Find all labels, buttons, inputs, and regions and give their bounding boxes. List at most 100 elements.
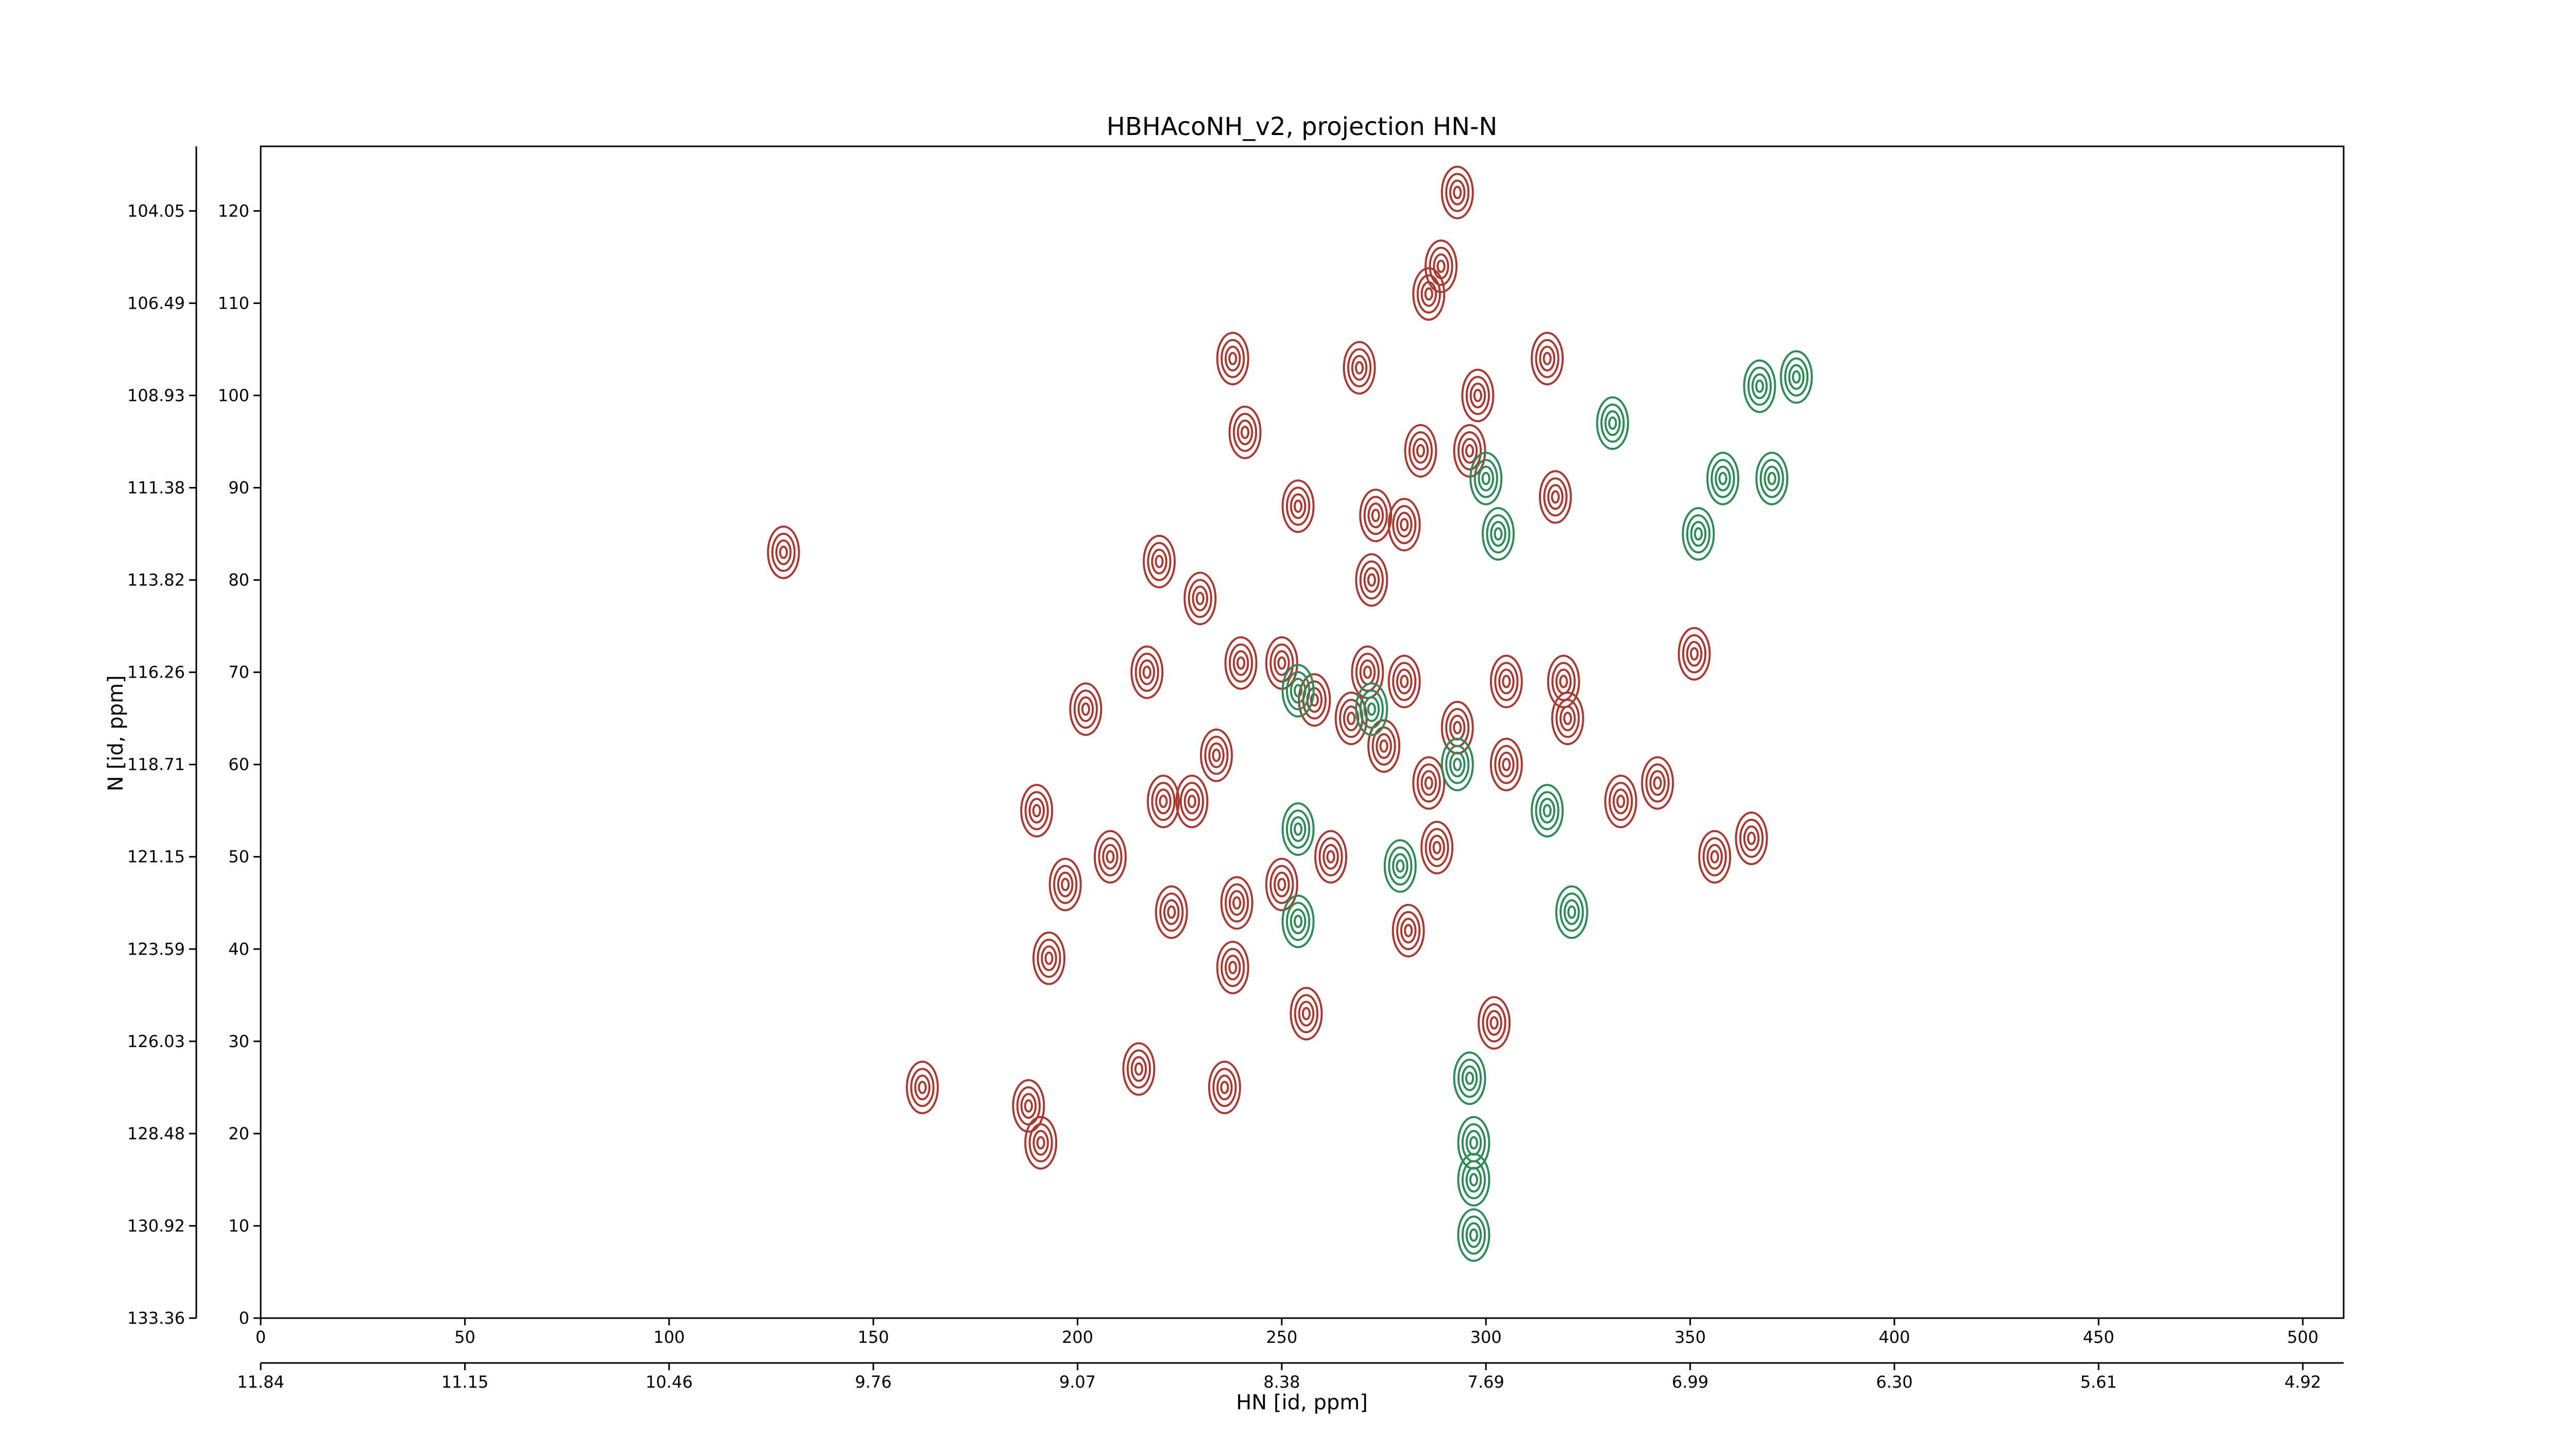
y-tick-label: 40 bbox=[228, 939, 249, 959]
contour-ring bbox=[1481, 471, 1490, 485]
contour-ring bbox=[1563, 712, 1572, 726]
contour-ring bbox=[1453, 721, 1462, 735]
contour-ring bbox=[1371, 509, 1380, 523]
peak bbox=[1780, 350, 1813, 404]
contour-ring bbox=[1142, 665, 1151, 679]
contour-ring bbox=[1367, 719, 1401, 773]
contour-ring bbox=[1453, 1051, 1486, 1105]
contour-ring bbox=[1482, 1003, 1506, 1043]
contour-ring bbox=[1363, 567, 1380, 593]
contour-ring bbox=[1502, 675, 1511, 688]
peak bbox=[1698, 830, 1732, 884]
peak bbox=[1478, 996, 1511, 1050]
y-tick-label: 50 bbox=[228, 847, 249, 867]
contour-ring bbox=[1298, 1001, 1315, 1027]
contour-ring bbox=[1412, 756, 1446, 810]
contour-ring bbox=[1408, 431, 1433, 470]
contour-ring bbox=[1208, 742, 1225, 768]
contour-ring bbox=[1429, 834, 1445, 861]
peak bbox=[1155, 885, 1188, 939]
contour-ring bbox=[1494, 662, 1519, 701]
peak bbox=[1146, 774, 1180, 829]
contour-ring bbox=[1764, 465, 1780, 492]
contour-ring bbox=[1285, 486, 1311, 526]
contour-ring bbox=[1363, 665, 1372, 679]
y-tick-label: 20 bbox=[228, 1124, 249, 1143]
peak bbox=[1367, 719, 1401, 773]
contour-ring bbox=[1367, 502, 1384, 529]
peak bbox=[1392, 903, 1425, 957]
y-axis-label: N [id, ppm] bbox=[104, 675, 128, 791]
contour-ring bbox=[1461, 1160, 1486, 1200]
contour-ring bbox=[1077, 696, 1094, 722]
y-tick-label: 100 bbox=[218, 385, 249, 405]
contour-ring bbox=[1216, 940, 1249, 995]
contour-ring bbox=[1274, 871, 1290, 898]
peak bbox=[1706, 451, 1740, 506]
contour-ring bbox=[1216, 1074, 1233, 1101]
contour-ring bbox=[1412, 267, 1446, 321]
contour-ring bbox=[1404, 923, 1413, 937]
contour-ring bbox=[1461, 1215, 1486, 1255]
contour-ring bbox=[1445, 745, 1470, 784]
contour-ring bbox=[1400, 518, 1409, 532]
contour-ring bbox=[1098, 837, 1123, 877]
contour-ring bbox=[1155, 554, 1164, 568]
contour-ring bbox=[1392, 903, 1425, 957]
contour-ring bbox=[1469, 1228, 1479, 1242]
x-axis-label: HN [id, ppm] bbox=[1236, 1391, 1368, 1414]
contour-ring bbox=[1228, 890, 1245, 916]
peak bbox=[1440, 737, 1474, 791]
contour-ring bbox=[1032, 804, 1041, 818]
contour-ring bbox=[1494, 527, 1503, 541]
contour-ring bbox=[1465, 1130, 1482, 1156]
contour-ring bbox=[914, 1074, 931, 1101]
peak bbox=[1012, 1079, 1045, 1133]
contour-ring bbox=[1371, 726, 1396, 766]
peak bbox=[1555, 885, 1588, 939]
contour-ring bbox=[1788, 364, 1805, 390]
x-tick-label: 400 bbox=[1878, 1327, 1910, 1347]
contour-ring bbox=[1200, 728, 1233, 782]
contour-ring bbox=[1387, 654, 1421, 709]
peak bbox=[1314, 830, 1347, 884]
contour-ring bbox=[1367, 702, 1376, 716]
contour-ring bbox=[1489, 737, 1523, 791]
contour-ring bbox=[1473, 389, 1482, 402]
contour-ring bbox=[1208, 1060, 1241, 1115]
contour-ring bbox=[1677, 627, 1711, 681]
contour-ring bbox=[1457, 1153, 1490, 1207]
x2-tick-label: 8.38 bbox=[1263, 1372, 1300, 1392]
contour-ring bbox=[1432, 840, 1442, 854]
peak bbox=[1547, 654, 1580, 709]
contour-ring bbox=[1489, 654, 1523, 709]
contour-ring bbox=[1735, 811, 1768, 865]
contour-ring bbox=[1281, 895, 1315, 949]
contour-ring bbox=[1122, 1042, 1156, 1096]
contour-ring bbox=[1355, 553, 1388, 607]
contour-ring bbox=[1355, 682, 1388, 736]
contour-ring bbox=[1192, 585, 1209, 612]
peak bbox=[1531, 784, 1564, 838]
contour-ring bbox=[1130, 645, 1164, 699]
contour-ring bbox=[1551, 490, 1560, 504]
peak bbox=[1334, 692, 1368, 746]
contour-ring bbox=[1489, 1016, 1499, 1030]
contour-ring bbox=[1682, 634, 1707, 673]
contour-ring bbox=[1290, 908, 1307, 935]
contour-ring bbox=[1702, 837, 1727, 877]
contour-ring bbox=[1285, 810, 1311, 849]
contour-ring bbox=[1747, 831, 1756, 845]
contour-ring bbox=[1347, 712, 1356, 726]
contour-ring bbox=[1396, 512, 1413, 538]
contour-ring bbox=[1053, 865, 1078, 904]
peak bbox=[1489, 654, 1523, 709]
x-tick-label: 500 bbox=[2287, 1327, 2318, 1347]
peak bbox=[1020, 784, 1054, 838]
contour-ring bbox=[1547, 484, 1564, 510]
contour-ring bbox=[1220, 876, 1253, 930]
contour-ring bbox=[1147, 542, 1172, 581]
contour-ring bbox=[1453, 757, 1462, 771]
peak bbox=[1351, 645, 1384, 699]
contour-ring bbox=[1710, 850, 1719, 864]
